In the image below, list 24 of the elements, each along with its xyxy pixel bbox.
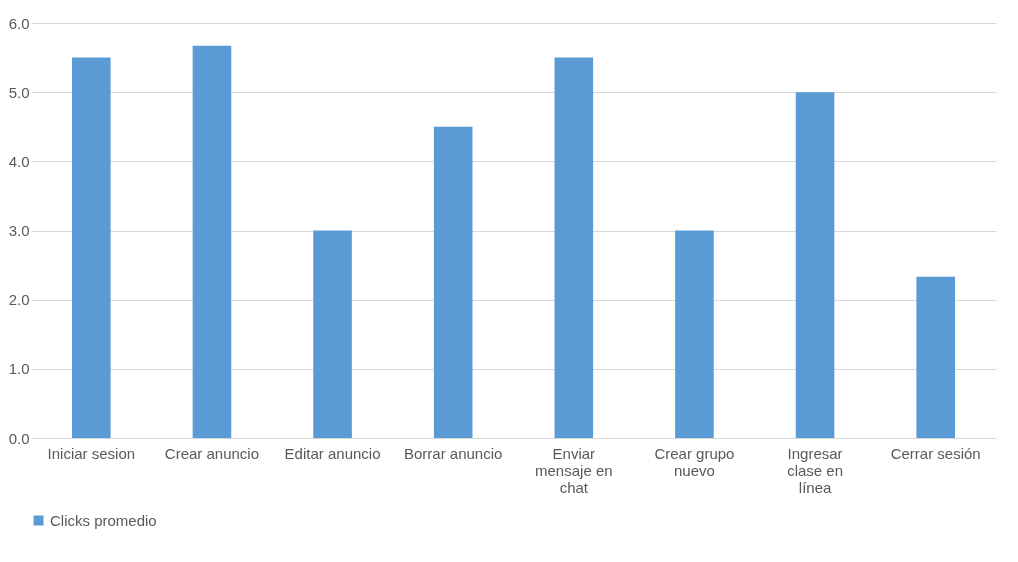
y-tick-label: 6.0 [8,14,30,32]
x-tick-label: Borrar anuncio [403,444,503,462]
y-tick-label: 3.0 [8,222,30,239]
x-tick-label: Iniciar sesion [47,444,136,462]
y-tick-label: 1.0 [8,360,30,378]
bar [675,230,714,438]
x-tick-label: Ingresar clase en línea [787,444,843,496]
x-tick-label: Crear grupo nuevo [654,444,735,479]
y-tick-label: 4.0 [8,152,30,170]
y-tick-label: 0.0 [8,429,30,447]
bar [72,57,111,438]
y-tick-label: 2.0 [8,291,30,309]
x-tick-label: Editar anuncio [284,444,381,462]
x-tick-label: Cerrar sesión [890,444,981,462]
bar [433,126,473,438]
bar [795,92,835,438]
bar [192,45,232,438]
y-tick-label: 5.0 [8,83,30,101]
x-tick-label: Enviar mensaje en chat [535,444,613,496]
legend-label: Clicks promedio [50,511,157,529]
bar [313,230,352,438]
x-tick-label: Crear anuncio [164,444,260,462]
bar [916,276,955,438]
bar [554,57,594,438]
